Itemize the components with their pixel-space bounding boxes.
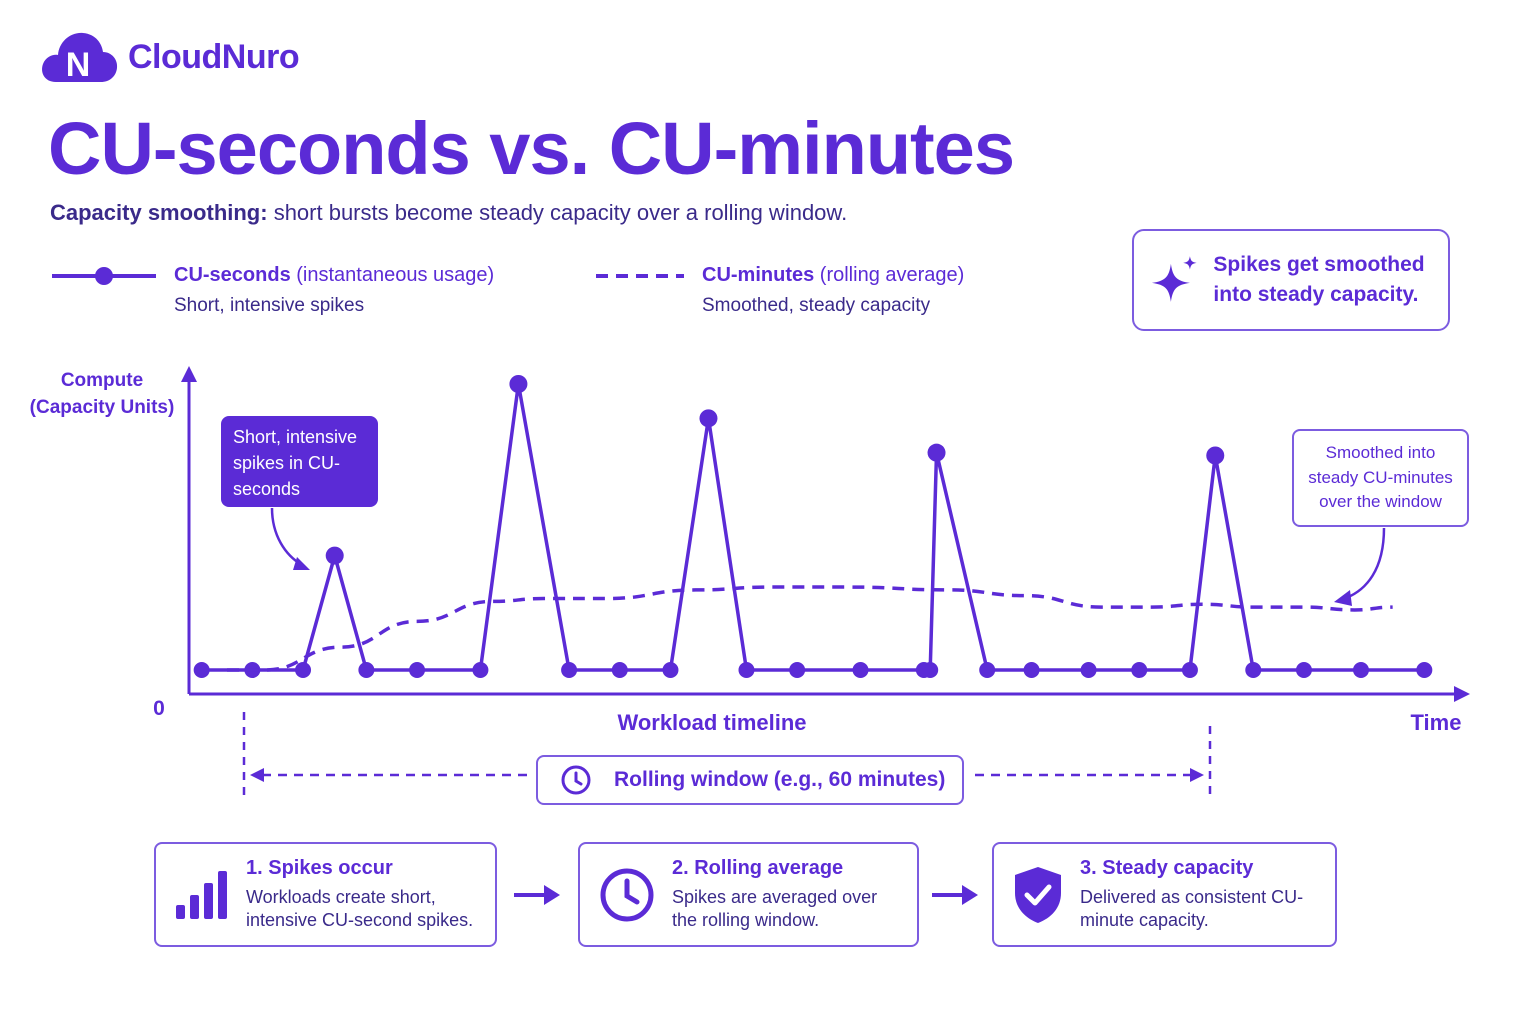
spike-annotation: Short, intensive spikes in CU-seconds [221, 416, 378, 507]
y-origin-label: 0 [153, 697, 165, 720]
legend-name-cu-seconds: CU-seconds [174, 264, 291, 286]
legend-item-cu-seconds: CU-seconds (instantaneous usage) Short, … [50, 264, 494, 317]
step-3-desc: Delivered as consistent CU-minute capaci… [1080, 886, 1304, 930]
data-point-cu-seconds [922, 662, 939, 678]
rolling-window-label: Rolling window (e.g., 60 minutes) [536, 755, 964, 805]
window-right-arrow-icon [1190, 768, 1204, 782]
smoothed-annotation-arrow [1345, 527, 1386, 600]
legend-desc-cu-seconds: Short, intensive spikes [174, 295, 365, 316]
logo-letter: N [66, 46, 91, 84]
data-point-cu-seconds [1131, 662, 1148, 678]
data-point-cu-seconds [472, 662, 489, 678]
y-axis-arrow-icon [181, 366, 197, 382]
data-point-cu-seconds [1080, 662, 1097, 678]
spike-annotation-arrow-head-icon [293, 557, 310, 570]
data-point-cu-seconds [789, 662, 806, 678]
x-axis-label: Workload timeline [617, 710, 807, 735]
brand-name: CloudNuro [128, 37, 300, 76]
step-3-title: 3. Steady capacity [1080, 856, 1254, 879]
data-point-cu-seconds [358, 662, 375, 678]
data-point-cu-seconds [738, 662, 755, 678]
data-point-cu-seconds [611, 662, 628, 678]
data-point-cu-seconds [325, 546, 344, 565]
page-title: CU-seconds vs. CU-minutes [48, 107, 1015, 190]
rolling-window-text: Rolling window (e.g., 60 minutes) [614, 768, 946, 791]
legend-desc-cu-minutes: Smoothed, steady capacity [702, 295, 931, 316]
legend-name-cu-minutes: CU-minutes [702, 264, 815, 286]
shield-check-icon [1015, 866, 1061, 923]
data-point-cu-seconds [979, 662, 996, 678]
step-2-desc: Spikes are averaged over the rolling win… [672, 886, 878, 930]
clock-icon [600, 868, 654, 921]
data-point-cu-seconds [1416, 662, 1433, 678]
x-axis-end-label: Time [1410, 710, 1462, 735]
data-point-cu-seconds [1245, 662, 1262, 678]
data-point-cu-seconds [509, 375, 528, 393]
cloud-logo-icon: N [42, 32, 118, 84]
step-spikes-occur: 1. Spikes occur Workloads create short, … [154, 842, 497, 947]
smoothed-annotation: Smoothed into steady CU-minutes over the… [1292, 429, 1469, 527]
sparkle-icon [1151, 256, 1197, 302]
legend-qualifier-cu-minutes: (rolling average) [814, 264, 965, 286]
x-axis-arrow-icon [1454, 686, 1470, 702]
data-point-cu-seconds [1352, 662, 1369, 678]
legend-qualifier-cu-seconds: (instantaneous usage) [290, 264, 495, 286]
clock-icon [561, 765, 591, 795]
data-point-cu-seconds [193, 662, 210, 678]
data-point-cu-seconds [295, 662, 312, 678]
subtitle-bold: Capacity smoothing: [50, 200, 268, 225]
step-rolling-average: 2. Rolling average Spikes are averaged o… [578, 842, 919, 947]
window-left-arrow-icon [250, 768, 264, 782]
data-point-cu-seconds [561, 662, 578, 678]
series-layer [193, 375, 1433, 678]
legend-dashed-line-icon [596, 274, 684, 278]
bar-chart-icon [176, 870, 227, 919]
data-point-cu-seconds [852, 662, 869, 678]
legend-solid-line-icon [52, 267, 156, 285]
callout-text: Spikes get smoothed into steady capacity… [1213, 252, 1425, 306]
series-line-cu-seconds [201, 382, 1425, 672]
data-point-cu-seconds [662, 662, 679, 678]
step-1-title: 1. Spikes occur [246, 856, 393, 879]
smoothing-callout: Spikes get smoothed into steady capacity… [1132, 229, 1450, 331]
page-subtitle: Capacity smoothing: short bursts become … [50, 200, 847, 226]
step-1-desc: Workloads create short, intensive CU-sec… [246, 886, 474, 930]
subtitle-rest: short bursts become steady capacity over… [267, 200, 848, 225]
step-2-title: 2. Rolling average [672, 856, 844, 879]
data-point-cu-seconds [1023, 662, 1040, 678]
data-point-cu-seconds [1206, 446, 1225, 465]
step-arrow-1-icon [514, 885, 560, 905]
smoothed-annotation-arrow-head-icon [1334, 590, 1352, 606]
spike-annotation-arrow [270, 507, 303, 567]
data-point-cu-seconds [1181, 662, 1198, 678]
y-axis-label: Compute (Capacity Units) [29, 370, 175, 418]
series-line-cu-minutes [227, 585, 1393, 672]
data-point-cu-seconds [927, 443, 946, 462]
data-point-cu-seconds [699, 409, 718, 428]
step-arrow-2-icon [932, 885, 978, 905]
legend-item-cu-minutes: CU-minutes (rolling average) Smoothed, s… [594, 264, 964, 317]
data-point-cu-seconds [1295, 662, 1312, 678]
step-steady-capacity: 3. Steady capacity Delivered as consiste… [992, 842, 1337, 947]
data-point-cu-seconds [409, 662, 426, 678]
brand-logo: N CloudNuro [40, 30, 300, 84]
